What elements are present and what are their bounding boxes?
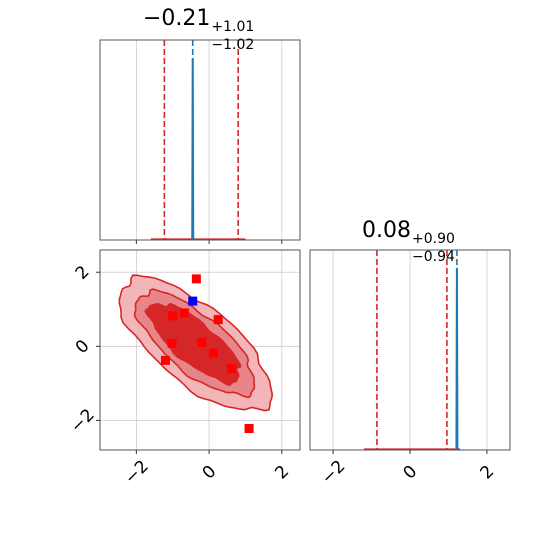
x-tick-label: 0 [400,462,422,484]
sample-marker [168,311,178,321]
sample-marker [197,338,207,348]
sample-marker [160,355,170,365]
x-tick-label: 0 [199,462,221,484]
x-tick-label: −2 [121,457,153,489]
sample-marker [179,308,189,318]
title-param-1: −0.21 +1.01 −1.02 [143,6,262,53]
quantile-lines [376,250,458,450]
sample-marker [208,348,218,358]
grid-lines [100,250,300,450]
joint-panel: −2 0 2 −2 0 2 [67,249,301,488]
sample-marker [167,338,177,348]
title-lower-error: −1.02 [211,37,255,53]
marginal-panel-2: −2 0 2 [309,249,511,489]
x-tick-label: 2 [271,462,293,484]
contour-inner [144,302,242,387]
x-tick-label: −2 [318,457,350,489]
axes-frame [99,39,301,241]
sample-marker [213,315,223,325]
title-upper-error: +1.01 [211,19,255,35]
axes-frame [99,249,301,451]
y-tick-label: −2 [67,405,99,437]
contours [118,274,274,412]
y-tick-label: 2 [72,262,94,284]
title-value: −0.21 [143,6,211,31]
sample-marker [244,424,254,434]
title-upper-error: +0.90 [411,231,455,247]
sample-marker [227,364,237,374]
sample-points [160,274,254,434]
title-value: 0.08 [362,218,411,243]
truth-marker [188,296,198,306]
title-param-2: 0.08 +0.90 −0.94 [362,218,463,265]
title-lower-error: −0.94 [411,249,455,265]
y-tick-label: 0 [72,336,94,358]
posterior-histogram [363,268,460,450]
sample-marker [191,274,201,284]
grid-lines [332,250,488,450]
y-ticks: −2 0 2 [67,262,100,437]
grid-lines [135,40,283,244]
x-ticks: −2 0 2 [121,450,293,488]
x-tick-label: 2 [476,462,498,484]
x-ticks: −2 0 2 [318,450,498,489]
marginal-panel-1 [99,39,301,244]
quantile-lines [163,40,239,240]
